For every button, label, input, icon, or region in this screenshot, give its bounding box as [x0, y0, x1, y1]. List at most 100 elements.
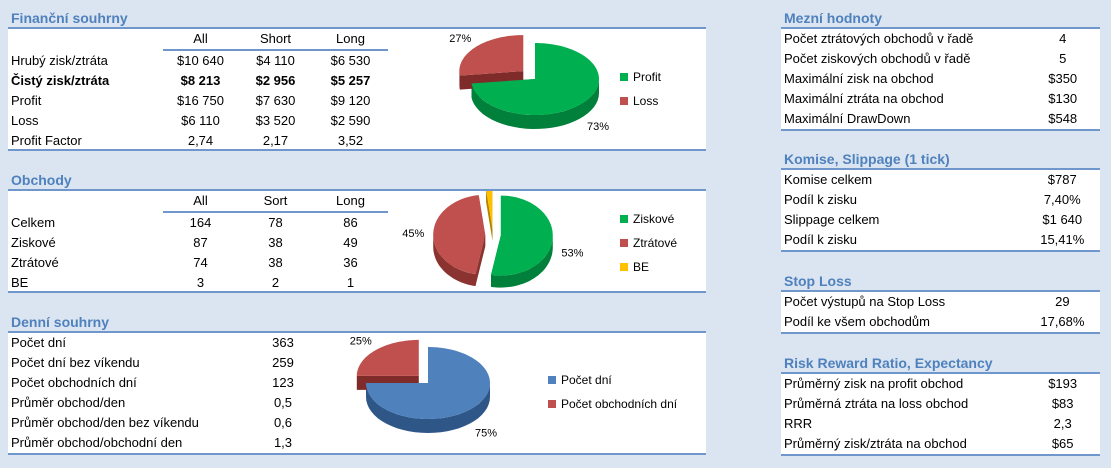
row-value: $6 110 [181, 113, 220, 128]
denni-pie-chart: 75% 25% [350, 336, 497, 440]
row-value: 1,3 [273, 435, 293, 450]
row-value: 259 [272, 355, 294, 370]
obchody-pie-chart: 53%45%2% [402, 191, 584, 288]
section-title: Risk Reward Ratio, Expectancy [784, 355, 993, 371]
table-row: Maximální zisk na obchod $350 [781, 69, 1100, 89]
row-label: Průměr obchod/den [11, 395, 126, 410]
pie-slice-side [459, 71, 460, 90]
row-value: 38 [268, 255, 283, 270]
table-row: Profit Factor 2,74 2,17 3,52 [8, 131, 388, 151]
row-value: $787 [1047, 172, 1077, 187]
row-value: $3 520 [255, 113, 296, 128]
row-value: 87 [193, 235, 208, 250]
column-header: Long [313, 191, 388, 213]
column-header: All [163, 191, 238, 213]
row-value: 123 [272, 375, 294, 390]
row-value: $2 590 [330, 113, 371, 128]
section-mezni-hodnoty: Mezní hodnoty Počet ztrátových obchodů v… [781, 9, 1100, 131]
table-row: BE 3 2 1 [8, 273, 388, 293]
section-financni-souhrny: Finanční souhrny All Short Long Hrubý zisk/… [8, 9, 706, 151]
section-title: Obchody [11, 172, 72, 188]
komise-table: Komise celkem $787 Podíl k zisku 7,40% Slipp… [781, 170, 1100, 250]
row-value: $83 [1051, 396, 1074, 411]
table-header-row: All Sort Long [8, 191, 388, 213]
row-label: Průměrný zisk na profit obchod [784, 376, 964, 391]
table-row: Počet výstupů na Stop Loss 29 [781, 292, 1100, 312]
komise-table-panel: Komise celkem $787 Podíl k zisku 7,40% Slipp… [781, 168, 1100, 252]
row-value: $193 [1048, 376, 1078, 391]
rrr-table: Průměrný zisk na profit obchod $193 Průměr… [781, 374, 1100, 454]
table-row: Ziskové 87 38 49 [8, 233, 388, 253]
table-row: Profit $16 750 $7 630 $9 120 [8, 91, 388, 111]
row-value: 3,52 [337, 133, 364, 148]
row-label: Loss [11, 113, 39, 128]
legend-label: Počet obchodních dní [561, 397, 678, 411]
pie-slice-edge [485, 191, 493, 242]
legend-swatch [548, 376, 556, 384]
table-row: Průměr obchod/den bez víkendu 0,6 [8, 413, 318, 433]
row-value: $1 640 [1042, 212, 1083, 227]
obchody-legend: Ziskové Ztrátové BE [620, 207, 677, 279]
row-value: 74 [193, 255, 208, 270]
profit-loss-legend: Profit Loss [620, 65, 661, 113]
pie-slice-side [471, 79, 599, 129]
row-label: Podíl k zisku [784, 192, 857, 207]
section-komise-slippage: Komise, Slippage (1 tick) Komise celkem $… [781, 150, 1100, 252]
legend-item: Ziskové [620, 207, 677, 231]
table-row: Komise celkem $787 [781, 170, 1100, 190]
row-label: Čistý zisk/ztráta [11, 73, 110, 88]
row-value: $7 630 [255, 93, 296, 108]
row-value: 3 [196, 275, 205, 290]
row-value: $130 [1048, 91, 1078, 106]
legend-item: BE [620, 255, 677, 279]
table-header-row: All Short Long [8, 29, 388, 51]
obchody-table-panel: All Sort Long Celkem 164 78 86 Ziskové 87 38 49 Ztr… [8, 189, 706, 293]
row-label: Podíl k zisku [784, 232, 857, 247]
row-value: 2 [271, 275, 280, 290]
table-row: Průměrný zisk na profit obchod $193 [781, 374, 1100, 394]
table-row: Počet dní bez víkendu 259 [8, 353, 318, 373]
row-value: 363 [272, 335, 294, 350]
table-row: Ztrátové 74 38 36 [8, 253, 388, 273]
pie-data-label: 27% [449, 33, 471, 45]
legend-label: Ziskové [633, 212, 675, 226]
row-value: 78 [268, 215, 283, 230]
mezni-table: Počet ztrátových obchodů v řadě 4 Počet zi… [781, 29, 1100, 129]
pie-slice-side [433, 234, 476, 287]
pie-slice-be [486, 191, 493, 230]
pie-slice-edge [475, 234, 486, 287]
row-label: Komise celkem [784, 172, 873, 187]
table-row: Počet dní 363 [8, 333, 318, 353]
legend-swatch [620, 239, 628, 247]
row-value: 49 [343, 235, 358, 250]
row-label: Průměr obchod/obchodní den [11, 435, 183, 450]
legend-item: Počet dní [548, 368, 677, 392]
pie-slice-počet-obchodních-dní [356, 339, 419, 376]
row-label: BE [11, 275, 29, 290]
table-row: RRR 2,3 [781, 414, 1100, 434]
column-header: Long [313, 29, 388, 51]
row-label: Hrubý zisk/ztráta [11, 52, 108, 68]
pie-slice-side [366, 383, 490, 433]
section-obchody: Obchody All Sort Long Celkem 164 78 86 Ziskové 8… [8, 171, 706, 293]
row-label: Profit Factor [11, 133, 82, 148]
pie-slice-profit [471, 43, 599, 115]
rrr-table-panel: Průměrný zisk na profit obchod $193 Průměr… [781, 372, 1100, 456]
row-value: 15,41% [1040, 232, 1085, 247]
row-value: 86 [343, 215, 358, 230]
legend-swatch [620, 263, 628, 271]
row-value: 36 [343, 255, 358, 270]
pie-slice-ziskové [491, 195, 553, 276]
row-value: $5 257 [330, 73, 371, 88]
legend-swatch [620, 73, 628, 81]
row-label: Podíl ke všem obchodům [784, 314, 930, 329]
denni-table-panel: Počet dní 363 Počet dní bez víkendu 259 Poče… [8, 331, 706, 455]
pie-slice-loss [459, 35, 524, 76]
table-row: Podíl k zisku 7,40% [781, 190, 1100, 210]
row-value: 7,40% [1043, 192, 1081, 207]
section-title: Stop Loss [784, 273, 852, 289]
row-label: Počet dní [11, 335, 66, 350]
table-row: Počet ztrátových obchodů v řadě 4 [781, 29, 1100, 49]
table-row: Průměr obchod/obchodní den 1,3 [8, 433, 318, 453]
column-header: Short [238, 29, 313, 51]
